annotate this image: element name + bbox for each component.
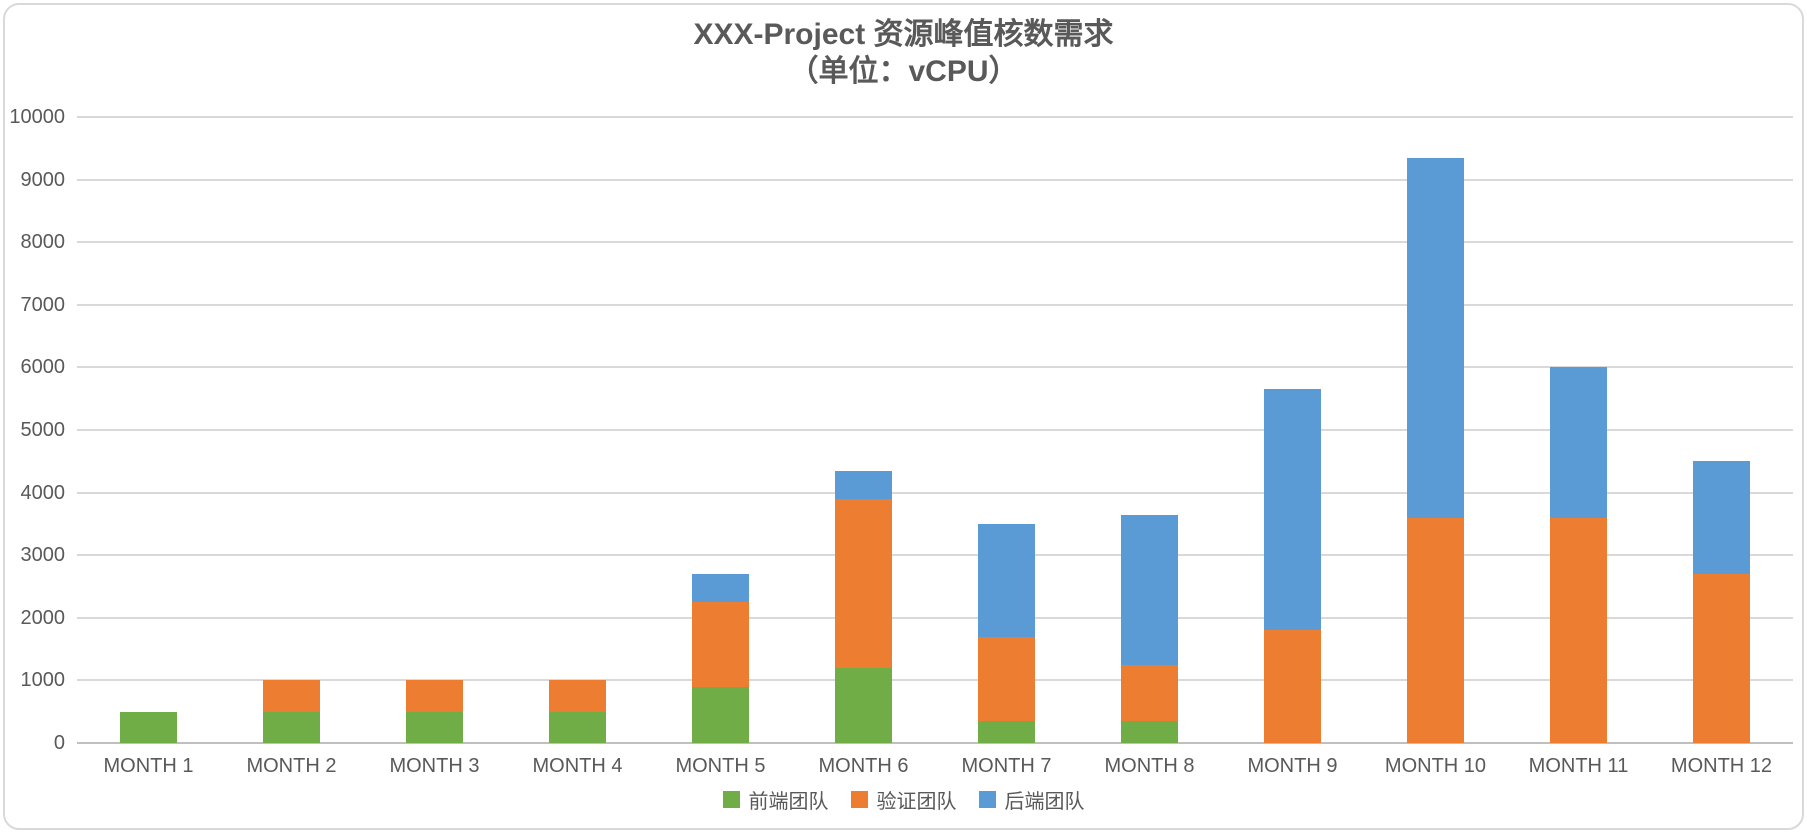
chart-title: XXX-Project 资源峰值核数需求 [693, 18, 1114, 51]
x-axis-label: MONTH 3 [389, 755, 480, 777]
bar-segment-后端团队-month-6 [834, 470, 893, 499]
x-axis-line [77, 742, 1793, 744]
legend-item-后端团队: 后端团队 [978, 785, 1085, 814]
bar-segment-后端团队-month-11 [1549, 367, 1608, 518]
plot-area: 0 1000 2000 3000 4000 5000 6000 7000 8000 9000 100… [9, 107, 1793, 777]
legend-label: 前端团队 [748, 791, 829, 813]
bar-segment-前端团队-month-5 [691, 686, 750, 743]
legend-swatch-icon [978, 791, 996, 808]
y-axis-tick-label: 10000 [9, 106, 65, 128]
y-axis-tick-label: 6000 [20, 356, 66, 379]
legend-item-前端团队: 前端团队 [722, 785, 829, 814]
chart-title-block: XXX-Project 资源峰值核数需求 （单位：vCPU） [5, 16, 1802, 90]
chart-frame: XXX-Project 资源峰值核数需求 （单位：vCPU） 0 1000 2000… [3, 3, 1804, 830]
bar-segment-前端团队-month-7 [977, 721, 1036, 743]
gridline [77, 116, 1793, 118]
legend: 前端团队 验证团队 后端团队 [5, 785, 1802, 814]
x-axis-label: MONTH 4 [532, 755, 623, 777]
y-axis-tick-label: 9000 [20, 168, 66, 191]
bar-segment-前端团队-month-8 [1120, 721, 1179, 743]
x-axis-label: MONTH 9 [1247, 755, 1338, 777]
y-axis-tick-label: 3000 [20, 544, 66, 567]
bar-segment-验证团队-month-6 [834, 498, 893, 668]
x-axis-label: MONTH 5 [675, 755, 766, 777]
legend-label: 后端团队 [1004, 791, 1085, 813]
bar-segment-前端团队-month-1 [119, 711, 178, 743]
legend-swatch-icon [722, 791, 740, 808]
bar-segment-验证团队-month-3 [405, 680, 464, 712]
x-axis-label: MONTH 7 [961, 755, 1052, 777]
bar-segment-后端团队-month-7 [977, 523, 1036, 637]
y-axis-tick-label: 1000 [20, 669, 66, 692]
bar-segment-后端团队-month-8 [1120, 514, 1179, 665]
x-axis-label: MONTH 12 [1670, 755, 1773, 777]
gridline [77, 303, 1793, 306]
x-axis-label: MONTH 6 [818, 755, 909, 777]
y-axis-tick-label: 0 [53, 732, 65, 754]
y-axis-tick-label: 5000 [20, 419, 66, 441]
bar-segment-前端团队-month-6 [834, 667, 893, 743]
bar-segment-验证团队-month-10 [1406, 517, 1465, 743]
legend-swatch-icon [850, 791, 868, 808]
bar-segment-验证团队-month-9 [1263, 630, 1322, 743]
gridline [77, 616, 1793, 619]
bar-segment-验证团队-month-8 [1120, 664, 1179, 722]
gridline [77, 679, 1793, 682]
gridline [77, 491, 1793, 494]
bar-segment-验证团队-month-2 [262, 680, 321, 712]
bar-segment-验证团队-month-7 [977, 636, 1036, 722]
bar-segment-验证团队-month-5 [691, 602, 750, 687]
gridline [77, 178, 1793, 181]
legend-label: 验证团队 [876, 791, 957, 813]
gridline [77, 429, 1793, 431]
bar-segment-后端团队-month-12 [1692, 461, 1751, 574]
bar-segment-验证团队-month-11 [1549, 517, 1608, 743]
y-axis-tick-label: 4000 [20, 481, 66, 504]
x-axis-label: MONTH 2 [246, 755, 337, 777]
x-axis-label: MONTH 11 [1528, 755, 1629, 777]
gridline [77, 366, 1793, 369]
legend-item-验证团队: 验证团队 [850, 785, 957, 814]
x-axis-label: MONTH 8 [1104, 755, 1195, 777]
gridline [77, 241, 1793, 244]
y-axis-tick-label: 7000 [20, 293, 66, 316]
bar-segment-后端团队-month-9 [1263, 389, 1322, 631]
bar-segment-后端团队-month-5 [691, 574, 750, 603]
bar-segment-后端团队-month-10 [1406, 157, 1465, 518]
chart-subtitle: （单位：vCPU） [788, 55, 1019, 88]
bar-segment-前端团队-month-4 [548, 711, 607, 743]
gridline [77, 554, 1793, 557]
bar-segment-验证团队-month-12 [1692, 573, 1751, 743]
bar-segment-验证团队-month-4 [548, 680, 607, 712]
x-axis-label: MONTH 1 [103, 755, 194, 777]
x-axis-label: MONTH 10 [1384, 755, 1487, 777]
y-axis-tick-label: 8000 [20, 231, 66, 254]
y-axis-tick-label: 2000 [20, 606, 66, 629]
bar-segment-前端团队-month-2 [262, 711, 321, 743]
bar-segment-前端团队-month-3 [405, 711, 464, 743]
